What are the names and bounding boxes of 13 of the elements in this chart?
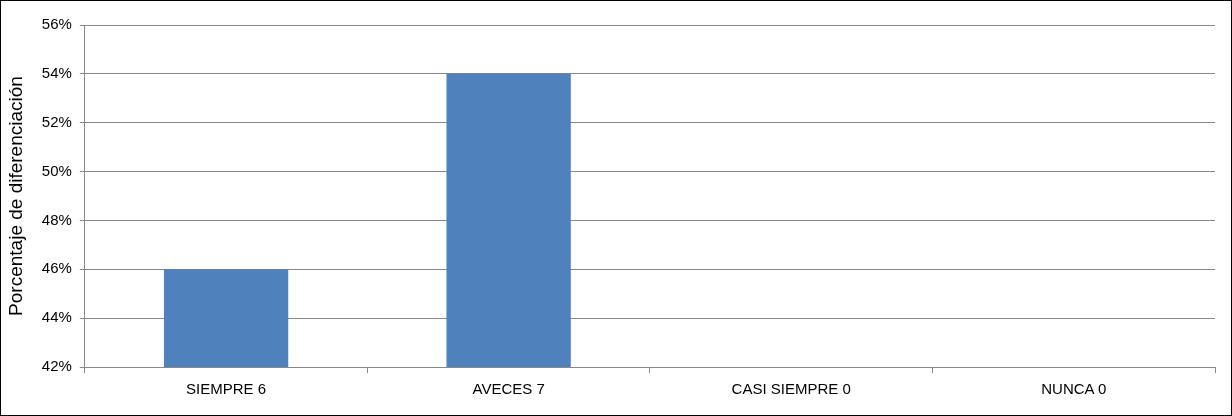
y-axis-title: Porcentaje de diferenciación (4, 76, 26, 316)
y-tick-label: 46% (41, 259, 72, 277)
y-tick-label: 56% (41, 15, 72, 33)
y-tick-label: 44% (41, 308, 72, 326)
y-tick-label: 50% (41, 161, 72, 179)
y-tick-label: 42% (41, 357, 72, 375)
y-tick-label: 48% (41, 210, 72, 228)
x-tick-label: CASI SIEMPRE 0 (731, 380, 851, 398)
x-tick-label: NUNCA 0 (1041, 380, 1107, 398)
y-tick-label: 52% (41, 112, 72, 130)
x-tick-label: AVECES 7 (472, 380, 545, 398)
x-tick-label: SIEMPRE 6 (186, 380, 267, 398)
y-tick-label: 54% (41, 64, 72, 81)
